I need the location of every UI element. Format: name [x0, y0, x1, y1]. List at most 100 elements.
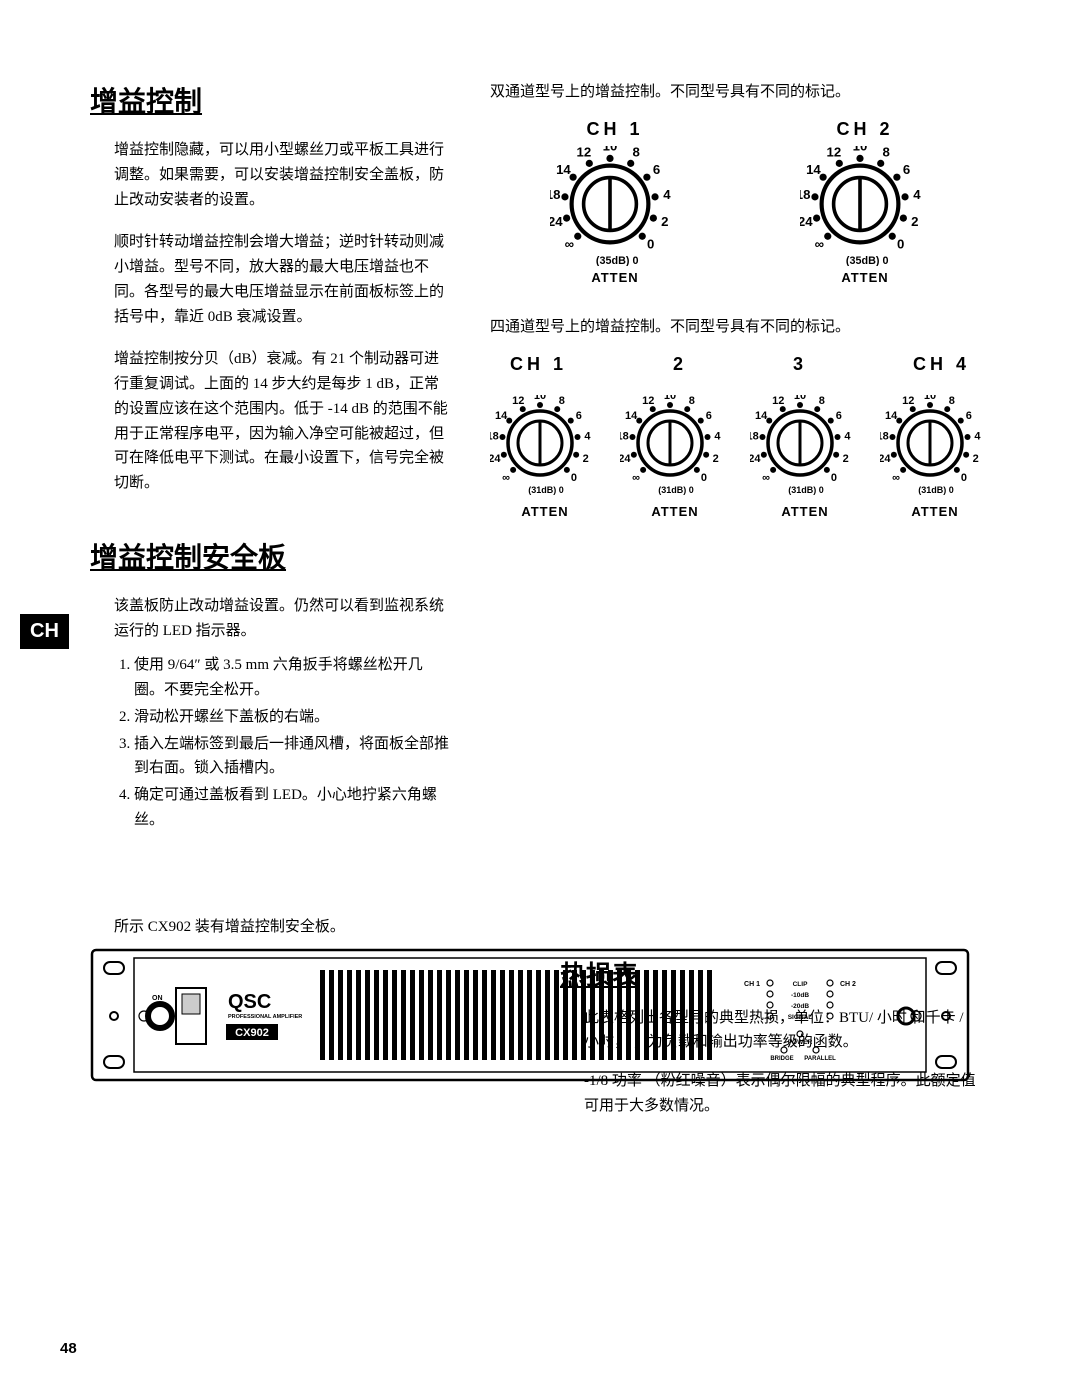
svg-text:14: 14: [495, 409, 508, 421]
svg-text:14: 14: [806, 162, 821, 177]
knob-group-4ch: 024681012141824∞(31dB) 0 ATTEN 024681012…: [490, 395, 990, 519]
svg-text:4: 4: [913, 187, 921, 202]
svg-text:10: 10: [603, 146, 618, 153]
svg-text:12: 12: [902, 395, 914, 407]
svg-text:24: 24: [620, 452, 631, 464]
heat-p2: -1/8 功率 （粉红噪音）表示偶尔限幅的典型程序。此额定值可用于大多数情况。: [560, 1069, 980, 1119]
atten-label: ATTEN: [490, 504, 600, 519]
page-content: 增益控制 增益控制隐藏，可以用小型螺丝刀或平板工具进行调整。如果需要，可以安装增…: [0, 0, 1080, 1148]
desc-4ch: 四通道型号上的增益控制。不同型号具有不同的标记。: [490, 315, 990, 340]
svg-text:(31dB) 0: (31dB) 0: [918, 485, 954, 495]
svg-text:ON: ON: [152, 995, 163, 1002]
svg-text:18: 18: [750, 430, 759, 442]
svg-text:4: 4: [584, 430, 591, 442]
svg-text:(31dB) 0: (31dB) 0: [658, 485, 694, 495]
svg-text:18: 18: [550, 187, 560, 202]
svg-text:4: 4: [714, 430, 721, 442]
svg-text:∞: ∞: [892, 471, 900, 483]
knob-4ch-headers: CH 1 2 3 CH 4: [490, 354, 990, 385]
svg-text:2: 2: [843, 452, 849, 464]
svg-text:CX902: CX902: [235, 1027, 269, 1039]
atten-label: ATTEN: [620, 504, 730, 519]
knob-ch2-title: CH 2: [800, 119, 930, 140]
svg-text:4: 4: [974, 430, 981, 442]
atten-label: ATTEN: [550, 270, 680, 285]
svg-text:4: 4: [663, 187, 671, 202]
knob-ch1-title: CH 1: [550, 119, 680, 140]
svg-text:8: 8: [819, 395, 825, 407]
svg-text:12: 12: [577, 146, 592, 160]
section2-title: 增益控制安全板: [90, 536, 450, 576]
section1-p2: 顺时针转动增益控制会增大增益；逆时针转动则减小增益。型号不同，放大器的最大电压增…: [90, 230, 450, 329]
heat-title: 热损表: [560, 955, 980, 992]
svg-text:(35dB) 0: (35dB) 0: [846, 255, 889, 266]
knob-dial-icon: 024681012141824∞(35dB) 0: [800, 146, 930, 266]
svg-text:8: 8: [689, 395, 695, 407]
svg-text:14: 14: [755, 409, 768, 421]
svg-text:6: 6: [903, 162, 910, 177]
atten-label: ATTEN: [880, 504, 990, 519]
svg-text:12: 12: [642, 395, 654, 407]
knob-dial-icon: 024681012141824∞(31dB) 0: [490, 395, 600, 500]
section1-title: 增益控制: [90, 80, 450, 120]
svg-text:QSC: QSC: [228, 991, 271, 1013]
knob-ch2: CH 2 024681012141824∞(35dB) 0 ATTEN: [800, 119, 930, 285]
page-number: 48: [60, 1340, 77, 1357]
step-3: 插入左端标签到最后一排通风槽，将面板全部推到右面。锁入插槽内。: [134, 732, 450, 782]
svg-text:18: 18: [880, 430, 889, 442]
svg-text:(31dB) 0: (31dB) 0: [528, 485, 564, 495]
heat-p1: 此表格列出各型号的典型热损，单位：BTU/ 小时 和千卡 / 小时， ，为负载和…: [560, 1006, 980, 1056]
svg-text:∞: ∞: [815, 236, 825, 251]
svg-text:18: 18: [800, 187, 810, 202]
svg-text:2: 2: [661, 214, 668, 229]
left-column: 增益控制 增益控制隐藏，可以用小型螺丝刀或平板工具进行调整。如果需要，可以安装增…: [90, 80, 450, 835]
knob-ch1: CH 1 024681012141824∞(35dB) 0 ATTEN: [550, 119, 680, 285]
header-2: 2: [673, 354, 687, 375]
knob-dial-icon: 024681012141824∞(31dB) 0: [750, 395, 860, 500]
svg-text:24: 24: [550, 214, 563, 229]
atten-label: ATTEN: [800, 270, 930, 285]
svg-text:12: 12: [827, 146, 842, 160]
svg-text:2: 2: [911, 214, 918, 229]
step-4: 确定可通过盖板看到 LED。小心地拧紧六角螺丝。: [134, 783, 450, 833]
svg-text:24: 24: [750, 452, 761, 464]
svg-text:0: 0: [701, 471, 707, 483]
section1-p1: 增益控制隐藏，可以用小型螺丝刀或平板工具进行调整。如果需要，可以安装增益控制安全…: [90, 138, 450, 212]
svg-text:6: 6: [706, 409, 712, 421]
atten-label: ATTEN: [750, 504, 860, 519]
svg-text:8: 8: [949, 395, 955, 407]
svg-text:24: 24: [880, 452, 891, 464]
svg-text:0: 0: [961, 471, 967, 483]
step-2: 滑动松开螺丝下盖板的右端。: [134, 705, 450, 730]
steps-list: 使用 9/64″ 或 3.5 mm 六角扳手将螺丝松开几圈。不要完全松开。 滑动…: [90, 653, 450, 832]
svg-text:18: 18: [490, 430, 499, 442]
svg-text:0: 0: [647, 236, 654, 251]
knob-dial-icon: 024681012141824∞(35dB) 0: [550, 146, 680, 266]
svg-text:2: 2: [583, 452, 589, 464]
knob-4-3: 024681012141824∞(31dB) 0 ATTEN: [750, 395, 860, 519]
header-ch4: CH 4: [913, 354, 970, 375]
svg-text:6: 6: [576, 409, 582, 421]
knob-group-2ch: CH 1 024681012141824∞(35dB) 0 ATTEN CH 2…: [490, 119, 990, 285]
svg-text:∞: ∞: [502, 471, 510, 483]
knob-4-1: 024681012141824∞(31dB) 0 ATTEN: [490, 395, 600, 519]
section2-p1: 该盖板防止改动增益设置。仍然可以看到监视系统运行的 LED 指示器。: [90, 594, 450, 644]
svg-text:0: 0: [571, 471, 577, 483]
svg-text:14: 14: [625, 409, 638, 421]
svg-text:4: 4: [844, 430, 851, 442]
svg-text:8: 8: [559, 395, 565, 407]
svg-text:10: 10: [924, 395, 936, 402]
svg-text:12: 12: [772, 395, 784, 407]
knob-4-2: 024681012141824∞(31dB) 0 ATTEN: [620, 395, 730, 519]
header-ch1: CH 1: [510, 354, 567, 375]
svg-text:18: 18: [620, 430, 629, 442]
svg-text:6: 6: [653, 162, 660, 177]
svg-text:12: 12: [512, 395, 524, 407]
svg-text:2: 2: [973, 452, 979, 464]
svg-text:0: 0: [831, 471, 837, 483]
svg-text:∞: ∞: [632, 471, 640, 483]
svg-text:14: 14: [556, 162, 571, 177]
svg-text:∞: ∞: [762, 471, 770, 483]
svg-text:24: 24: [490, 452, 501, 464]
svg-text:10: 10: [794, 395, 806, 402]
